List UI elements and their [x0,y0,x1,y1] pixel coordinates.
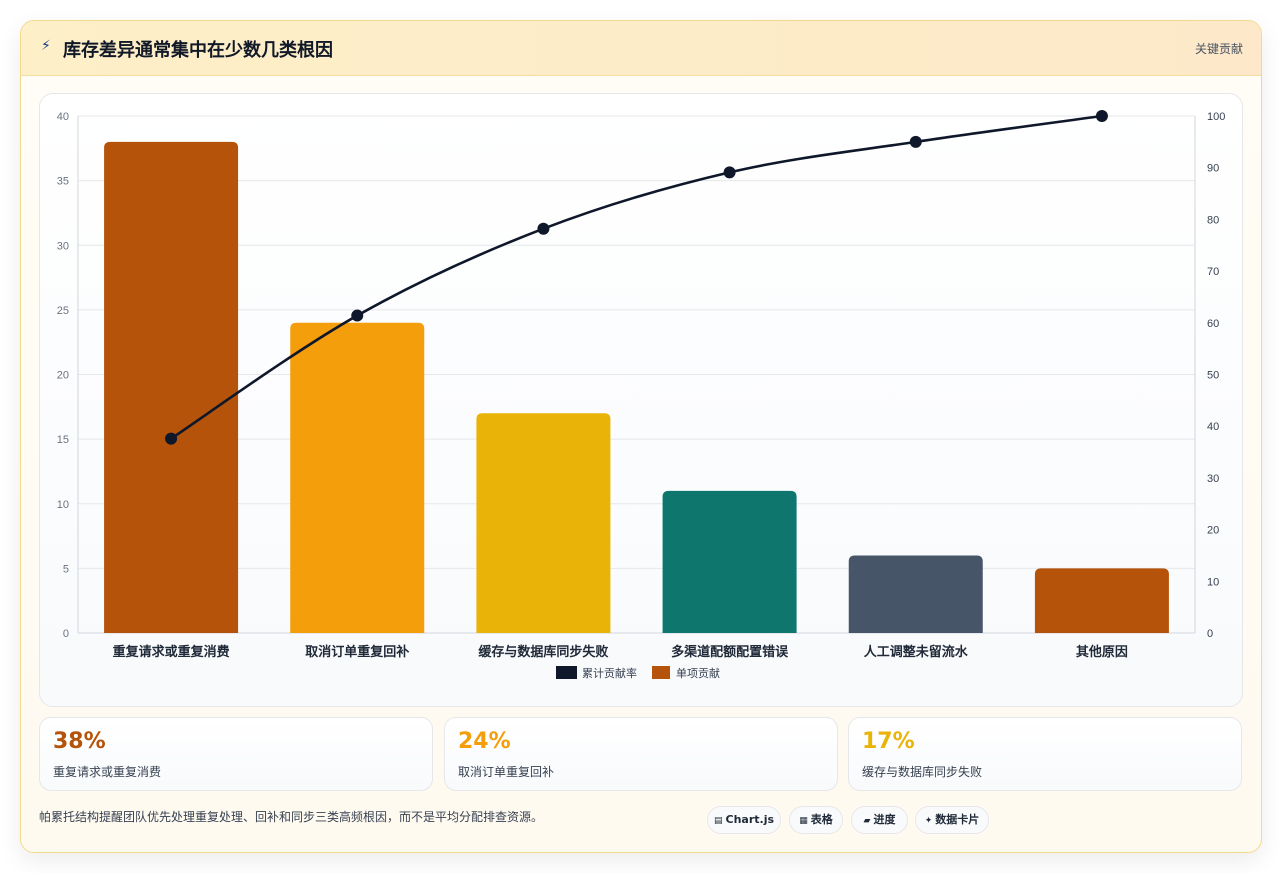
chip-label: 表格 [810,813,833,826]
x-tick-label: 其他原因 [1076,644,1128,660]
page-title: 库存差异通常集中在少数几类根因 [63,40,333,61]
bar-3 [476,413,611,633]
kpi-label: 取消订单重复回补 [458,765,555,779]
kpi-card-3: 17% 缓存与数据库同步失败 [848,717,1242,791]
table-icon: ▦ [799,816,808,826]
y-right-tick-label: 10 [1207,576,1219,588]
chip-label: Chart.js [725,813,775,826]
kpi-card-1: 38% 重复请求或重复消费 [39,717,433,791]
cumulative-point-3 [537,222,550,235]
legend-label-cumulative: 累计贡献率 [582,666,637,680]
kpi-value: 24% [458,729,511,754]
y-right-tick-label: 30 [1207,473,1219,485]
pareto-chart-panel: 0 5 10 15 20 25 30 35 40 0 10 20 30 40 50 60 70 80 90 100 重复… [39,93,1243,707]
dashboard-card: ⚡ 库存差异通常集中在少数几类根因 关键贡献 0 5 10 15 20 25 30 35 40 0… [20,20,1262,853]
footer-note: 帕累托结构提醒团队优先处理重复处理、回补和同步三类高频根因，而不是平均分配排查资… [39,810,544,824]
progress-icon: ▰ [863,816,871,826]
x-tick-label: 多渠道配额配置错误 [671,644,789,660]
y-right-tick-label: 60 [1207,318,1219,330]
kpi-card-2: 24% 取消订单重复回补 [444,717,838,791]
cumulative-point-5 [909,135,922,148]
y-right-tick-label: 20 [1207,525,1219,537]
bar-2 [290,322,425,633]
sparkle-icon: ✦ [924,816,933,826]
y-left-tick-label: 20 [57,370,69,382]
y-left-tick-label: 40 [57,111,69,123]
chip-label: 数据卡片 [935,813,980,826]
x-tick-label: 缓存与数据库同步失败 [478,644,608,660]
y-right-tick-label: 90 [1207,163,1219,175]
cumulative-point-1 [165,432,178,445]
bar-6 [1034,568,1169,633]
cumulative-line [170,114,1103,440]
header-tag: 关键贡献 [1194,42,1243,56]
chip-progress[interactable]: ▰ 进度 [851,806,908,834]
cumulative-point-2 [351,309,364,322]
y-right-tick-label: 50 [1207,370,1219,382]
y-right-tick-label: 70 [1207,266,1219,278]
x-tick-label: 人工调整未留流水 [864,644,969,660]
bar-5 [848,555,983,633]
kpi-label: 重复请求或重复消费 [53,765,162,779]
x-tick-label: 取消订单重复回补 [305,644,409,660]
y-right-tick-label: 0 [1207,628,1213,640]
y-left-tick-label: 35 [57,176,69,188]
y-left-tick-label: 10 [57,499,69,511]
y-left-tick-label: 15 [57,434,69,446]
y-right-tick-label: 80 [1207,214,1219,226]
kpi-value: 17% [862,729,915,754]
y-left-tick-label: 25 [57,305,69,317]
bar-4 [662,490,797,633]
y-right-tick-label: 100 [1207,111,1225,123]
legend-label-single: 单项贡献 [676,666,720,680]
lightning-icon: ⚡ [41,38,51,54]
x-tick-label: 重复请求或重复消费 [113,644,230,660]
y-left-tick-label: 5 [63,563,69,575]
kpi-label: 缓存与数据库同步失败 [862,765,983,779]
cumulative-point-4 [723,166,736,179]
y-left-tick-label: 0 [63,628,69,640]
chip-data-card[interactable]: ✦ 数据卡片 [915,806,989,834]
y-left-tick-label: 30 [57,240,69,252]
pareto-chart: 0 5 10 15 20 25 30 35 40 0 10 20 30 40 50 60 70 80 90 100 重复… [57,110,1225,680]
bar-1 [104,141,239,633]
cumulative-point-6 [1095,110,1108,122]
kpi-value: 38% [53,729,106,754]
chart-icon: ▤ [713,816,723,826]
legend-swatch-single [652,666,670,679]
card-header: ⚡ 库存差异通常集中在少数几类根因 关键贡献 [21,21,1261,76]
chip-table[interactable]: ▦ 表格 [789,806,843,834]
legend-swatch-cumulative [556,666,577,679]
chip-chartjs[interactable]: ▤ Chart.js [707,806,781,834]
chip-label: 进度 [873,813,896,826]
y-right-tick-label: 40 [1207,421,1219,433]
